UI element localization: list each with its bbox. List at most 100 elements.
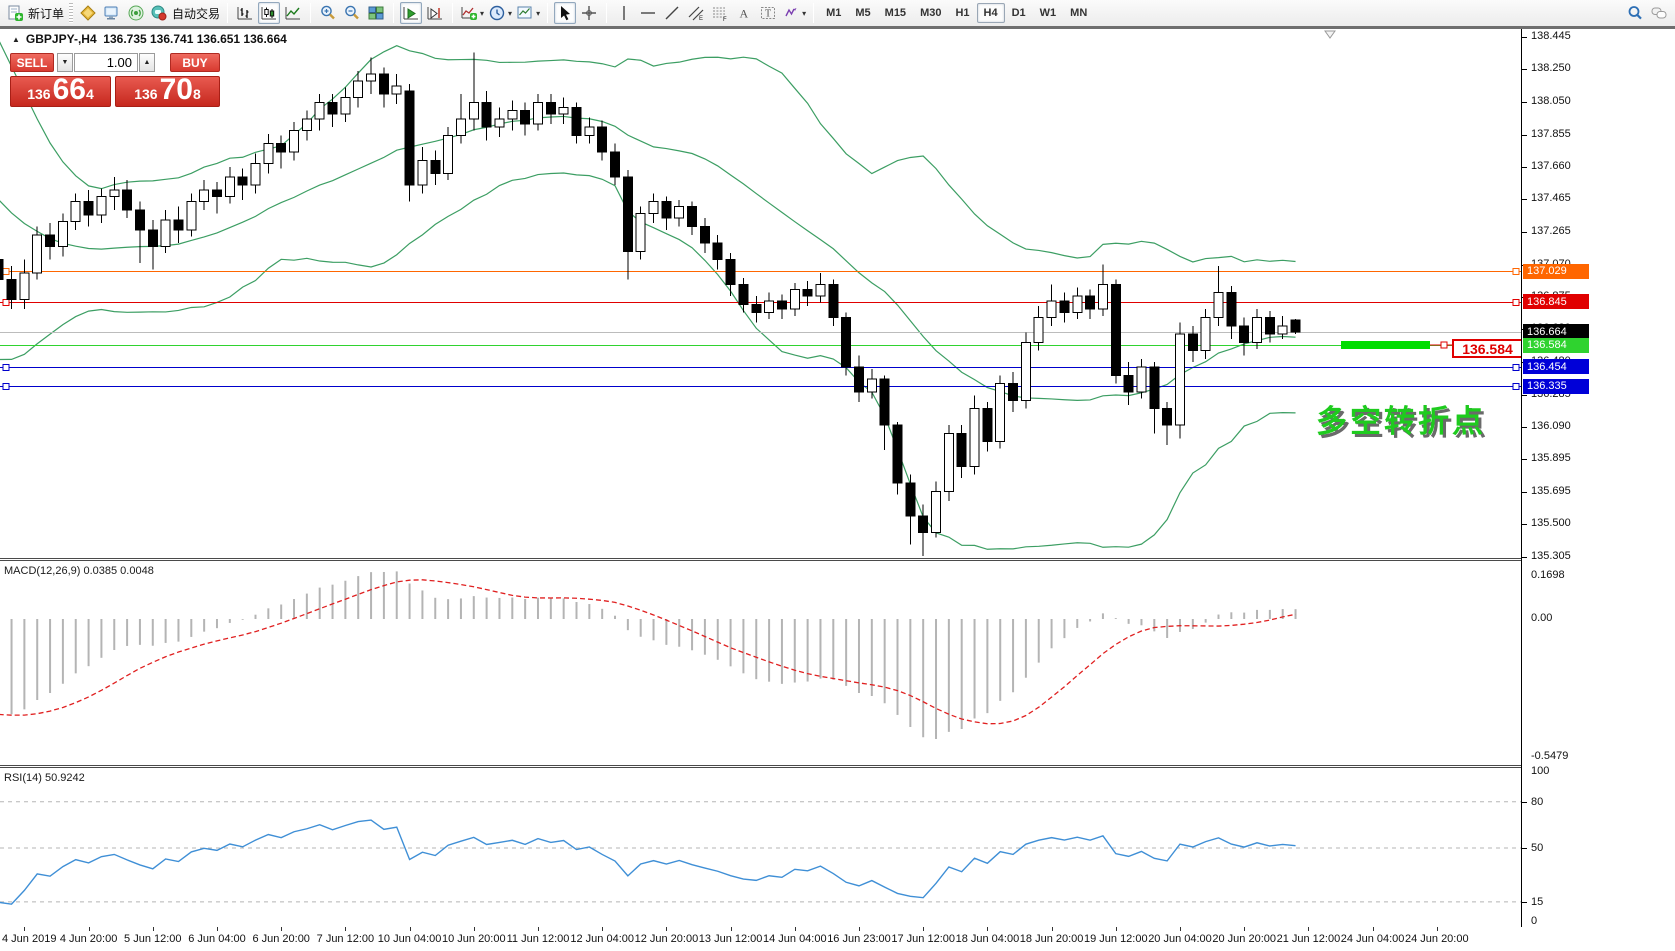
timeframe-d1[interactable]: D1 — [1011, 7, 1026, 19]
time-tick — [1308, 927, 1310, 931]
collapse-quote-icon[interactable]: ▲ — [12, 34, 20, 44]
timeframe-m1[interactable]: M1 — [826, 7, 842, 19]
search-button[interactable] — [1624, 2, 1646, 24]
line-anchor[interactable] — [2, 383, 10, 390]
pane-divider[interactable] — [0, 765, 1675, 766]
zoom-out-button[interactable] — [341, 2, 363, 24]
text-tool-button[interactable]: A — [733, 2, 755, 24]
line-anchor[interactable] — [2, 268, 10, 275]
bar-chart-button[interactable] — [234, 2, 256, 24]
line-chart-button[interactable] — [282, 2, 304, 24]
fibonacci-tool-button[interactable]: F — [709, 2, 731, 24]
time-label: 20 Jun 20:00 — [1212, 933, 1276, 945]
time-label: 4 Jun 2019 — [2, 933, 57, 945]
time-label: 10 Jun 04:00 — [377, 933, 442, 945]
line-anchor[interactable] — [2, 299, 10, 306]
zoom-in-button[interactable] — [317, 2, 339, 24]
candlestick-chart[interactable] — [0, 29, 1521, 558]
price-tick — [1522, 232, 1527, 234]
community-chat-button[interactable] — [1648, 2, 1670, 24]
toolbar: 新订单 — [0, 0, 1675, 29]
indicators-button[interactable]: ▾ — [459, 2, 485, 24]
line-anchor[interactable] — [1512, 383, 1520, 390]
line-anchor[interactable] — [2, 364, 10, 371]
candle-body — [1110, 283, 1121, 376]
tile-windows-button[interactable] — [365, 2, 387, 24]
price-callout-box[interactable]: 136.584 — [1452, 339, 1521, 358]
timeframe-m15[interactable]: M15 — [884, 7, 907, 19]
time-label: 5 Jun 12:00 — [124, 933, 182, 945]
toolbar-separator — [547, 3, 549, 23]
timeframe-w1[interactable]: W1 — [1039, 7, 1057, 19]
candle-body — [532, 101, 543, 125]
time-axis[interactable]: 4 Jun 2019 4 Jun 20:00 5 Jun 12:00 6 Jun 04… — [0, 927, 1675, 951]
arrows-tool-button[interactable]: ▾ — [781, 2, 807, 24]
timeframe-m5[interactable]: M5 — [855, 7, 871, 19]
candle-body — [995, 383, 1006, 443]
candle-body — [571, 106, 582, 136]
equidistant-channel-tool-button[interactable]: E — [685, 2, 707, 24]
callout-anchor[interactable] — [1440, 341, 1448, 349]
candle-body — [1213, 292, 1224, 319]
indicators-icon — [461, 7, 478, 20]
time-label: 4 Jun 20:00 — [59, 933, 118, 945]
cursor-tool-button[interactable] — [554, 2, 577, 24]
price-chart-pane[interactable]: ▲ GBPJPY-,H4 136.735 136.741 136.651 136… — [0, 29, 1521, 558]
vertical-line-tool-button[interactable] — [613, 2, 635, 24]
time-tick — [281, 927, 283, 931]
chart-shift-button[interactable] — [424, 2, 446, 24]
time-label: 10 Jun 20:00 — [441, 933, 506, 945]
periods-button[interactable]: ▾ — [487, 2, 513, 24]
candle-body — [648, 201, 659, 214]
line-anchor[interactable] — [1512, 364, 1520, 371]
autotrading-button[interactable]: 自动交易 — [149, 2, 221, 24]
signals-button[interactable] — [125, 2, 147, 24]
timeframe-h4[interactable]: H4 — [976, 3, 1005, 23]
highlight-bar[interactable] — [1341, 340, 1430, 349]
chart-shift-marker[interactable] — [1324, 30, 1336, 39]
timeframe-h1[interactable]: H1 — [955, 7, 970, 19]
price-tick — [1522, 556, 1527, 558]
line-anchor[interactable] — [1512, 268, 1520, 275]
candle-body — [6, 278, 17, 300]
candlestick-chart-icon — [261, 7, 277, 20]
buy-price-main: 70 — [159, 73, 193, 106]
crosshair-tool-button[interactable] — [578, 2, 600, 24]
market-watch-button[interactable] — [101, 2, 123, 24]
volume-decrease-button[interactable]: ▼ — [57, 53, 73, 72]
timeframe-m30[interactable]: M30 — [920, 7, 942, 19]
metaeditor-button[interactable] — [77, 2, 99, 24]
time-tick — [1244, 927, 1246, 931]
trendline-tool-button[interactable] — [661, 2, 683, 24]
candle-body — [1252, 317, 1263, 343]
buy-price-panel[interactable]: 136 70 8 — [115, 73, 220, 107]
candle-body — [1187, 333, 1198, 352]
templates-button[interactable]: ▾ — [515, 2, 541, 24]
autotrading-icon — [151, 5, 167, 21]
rsi-pane[interactable]: RSI(14) 50.9242 — [0, 769, 1521, 927]
candle-body — [276, 143, 287, 153]
pane-divider[interactable] — [0, 558, 1675, 559]
new-order-button[interactable]: 新订单 — [5, 2, 65, 24]
candle-body — [353, 80, 364, 98]
templates-icon — [517, 6, 532, 19]
text-label-tool-button[interactable]: T — [757, 2, 779, 24]
candle-body — [224, 176, 235, 198]
price-tick-label: 138.050 — [1531, 95, 1571, 108]
candle-body — [1123, 374, 1134, 393]
arrows-icon — [785, 8, 797, 17]
sell-button[interactable]: SELL — [10, 53, 54, 72]
candlestick-chart-button[interactable] — [258, 2, 281, 24]
candle-body — [173, 219, 184, 231]
sell-price-panel[interactable]: 136 66 4 — [10, 75, 111, 107]
volume-increase-button[interactable]: ▲ — [139, 53, 155, 72]
line-anchor[interactable] — [1512, 299, 1520, 306]
buy-button[interactable]: BUY — [170, 53, 220, 72]
auto-scroll-button[interactable] — [400, 2, 423, 24]
candle-body — [455, 118, 466, 136]
volume-input[interactable] — [74, 53, 138, 72]
horizontal-line-tool-button[interactable] — [637, 2, 659, 24]
price-axis[interactable]: 138.445 138.250 138.050 137.855 137.660 137.4… — [1521, 29, 1675, 927]
macd-pane[interactable]: MACD(12,26,9) 0.0385 0.0048 — [0, 562, 1521, 765]
timeframe-mn[interactable]: MN — [1070, 7, 1088, 19]
